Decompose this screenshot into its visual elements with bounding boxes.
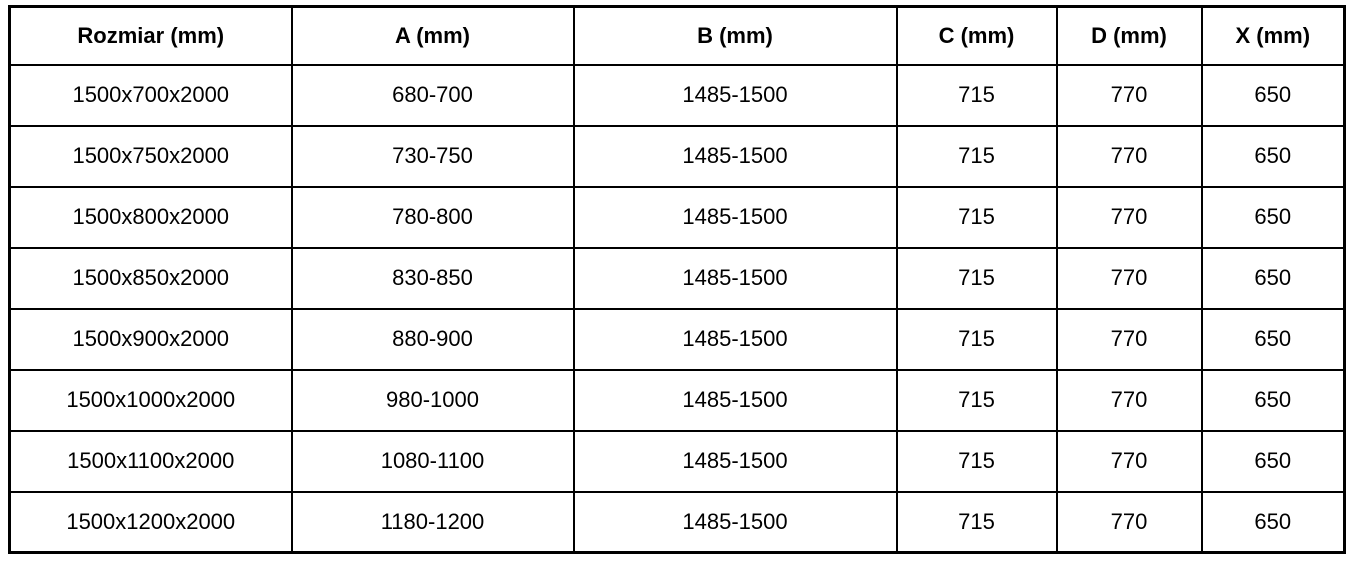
cell-b: 1485-1500 xyxy=(572,63,898,127)
column-header-b: B (mm) xyxy=(572,5,898,66)
size-spec-table-container: Rozmiar (mm) A (mm) B (mm) C (mm) D (mm)… xyxy=(8,5,1346,554)
column-header-d: D (mm) xyxy=(1055,5,1203,66)
cell-c: 715 xyxy=(895,246,1058,310)
cell-rozmiar: 1500x1100x2000 xyxy=(8,429,293,493)
cell-b: 1485-1500 xyxy=(572,490,898,554)
cell-x: 650 xyxy=(1200,246,1346,310)
cell-d: 770 xyxy=(1055,368,1203,432)
cell-a: 880-900 xyxy=(290,307,575,371)
table-row: 1500x750x2000 730-750 1485-1500 715 770 … xyxy=(8,124,1346,188)
cell-b: 1485-1500 xyxy=(572,185,898,249)
cell-d: 770 xyxy=(1055,429,1203,493)
column-header-rozmiar: Rozmiar (mm) xyxy=(8,5,293,66)
cell-c: 715 xyxy=(895,307,1058,371)
table-row: 1500x1000x2000 980-1000 1485-1500 715 77… xyxy=(8,368,1346,432)
cell-c: 715 xyxy=(895,63,1058,127)
column-header-a: A (mm) xyxy=(290,5,575,66)
cell-c: 715 xyxy=(895,185,1058,249)
cell-b: 1485-1500 xyxy=(572,124,898,188)
table-row: 1500x900x2000 880-900 1485-1500 715 770 … xyxy=(8,307,1346,371)
table-row: 1500x700x2000 680-700 1485-1500 715 770 … xyxy=(8,63,1346,127)
cell-x: 650 xyxy=(1200,185,1346,249)
cell-c: 715 xyxy=(895,124,1058,188)
column-header-x: X (mm) xyxy=(1200,5,1346,66)
cell-a: 830-850 xyxy=(290,246,575,310)
cell-c: 715 xyxy=(895,429,1058,493)
header-row: Rozmiar (mm) A (mm) B (mm) C (mm) D (mm)… xyxy=(8,5,1346,66)
cell-d: 770 xyxy=(1055,307,1203,371)
cell-rozmiar: 1500x1200x2000 xyxy=(8,490,293,554)
size-spec-table: Rozmiar (mm) A (mm) B (mm) C (mm) D (mm)… xyxy=(8,5,1346,554)
cell-x: 650 xyxy=(1200,63,1346,127)
cell-rozmiar: 1500x800x2000 xyxy=(8,185,293,249)
cell-b: 1485-1500 xyxy=(572,307,898,371)
cell-c: 715 xyxy=(895,368,1058,432)
cell-d: 770 xyxy=(1055,124,1203,188)
cell-rozmiar: 1500x900x2000 xyxy=(8,307,293,371)
table-row: 1500x1200x2000 1180-1200 1485-1500 715 7… xyxy=(8,490,1346,554)
cell-rozmiar: 1500x700x2000 xyxy=(8,63,293,127)
cell-d: 770 xyxy=(1055,185,1203,249)
table-row: 1500x850x2000 830-850 1485-1500 715 770 … xyxy=(8,246,1346,310)
table-row: 1500x1100x2000 1080-1100 1485-1500 715 7… xyxy=(8,429,1346,493)
column-header-c: C (mm) xyxy=(895,5,1058,66)
table-row: 1500x800x2000 780-800 1485-1500 715 770 … xyxy=(8,185,1346,249)
cell-x: 650 xyxy=(1200,368,1346,432)
cell-x: 650 xyxy=(1200,307,1346,371)
cell-b: 1485-1500 xyxy=(572,246,898,310)
cell-rozmiar: 1500x850x2000 xyxy=(8,246,293,310)
cell-a: 680-700 xyxy=(290,63,575,127)
cell-x: 650 xyxy=(1200,429,1346,493)
cell-d: 770 xyxy=(1055,490,1203,554)
cell-x: 650 xyxy=(1200,124,1346,188)
cell-c: 715 xyxy=(895,490,1058,554)
cell-rozmiar: 1500x1000x2000 xyxy=(8,368,293,432)
cell-b: 1485-1500 xyxy=(572,429,898,493)
cell-x: 650 xyxy=(1200,490,1346,554)
cell-a: 1080-1100 xyxy=(290,429,575,493)
cell-b: 1485-1500 xyxy=(572,368,898,432)
cell-d: 770 xyxy=(1055,63,1203,127)
cell-a: 1180-1200 xyxy=(290,490,575,554)
cell-rozmiar: 1500x750x2000 xyxy=(8,124,293,188)
cell-a: 730-750 xyxy=(290,124,575,188)
cell-d: 770 xyxy=(1055,246,1203,310)
cell-a: 780-800 xyxy=(290,185,575,249)
cell-a: 980-1000 xyxy=(290,368,575,432)
